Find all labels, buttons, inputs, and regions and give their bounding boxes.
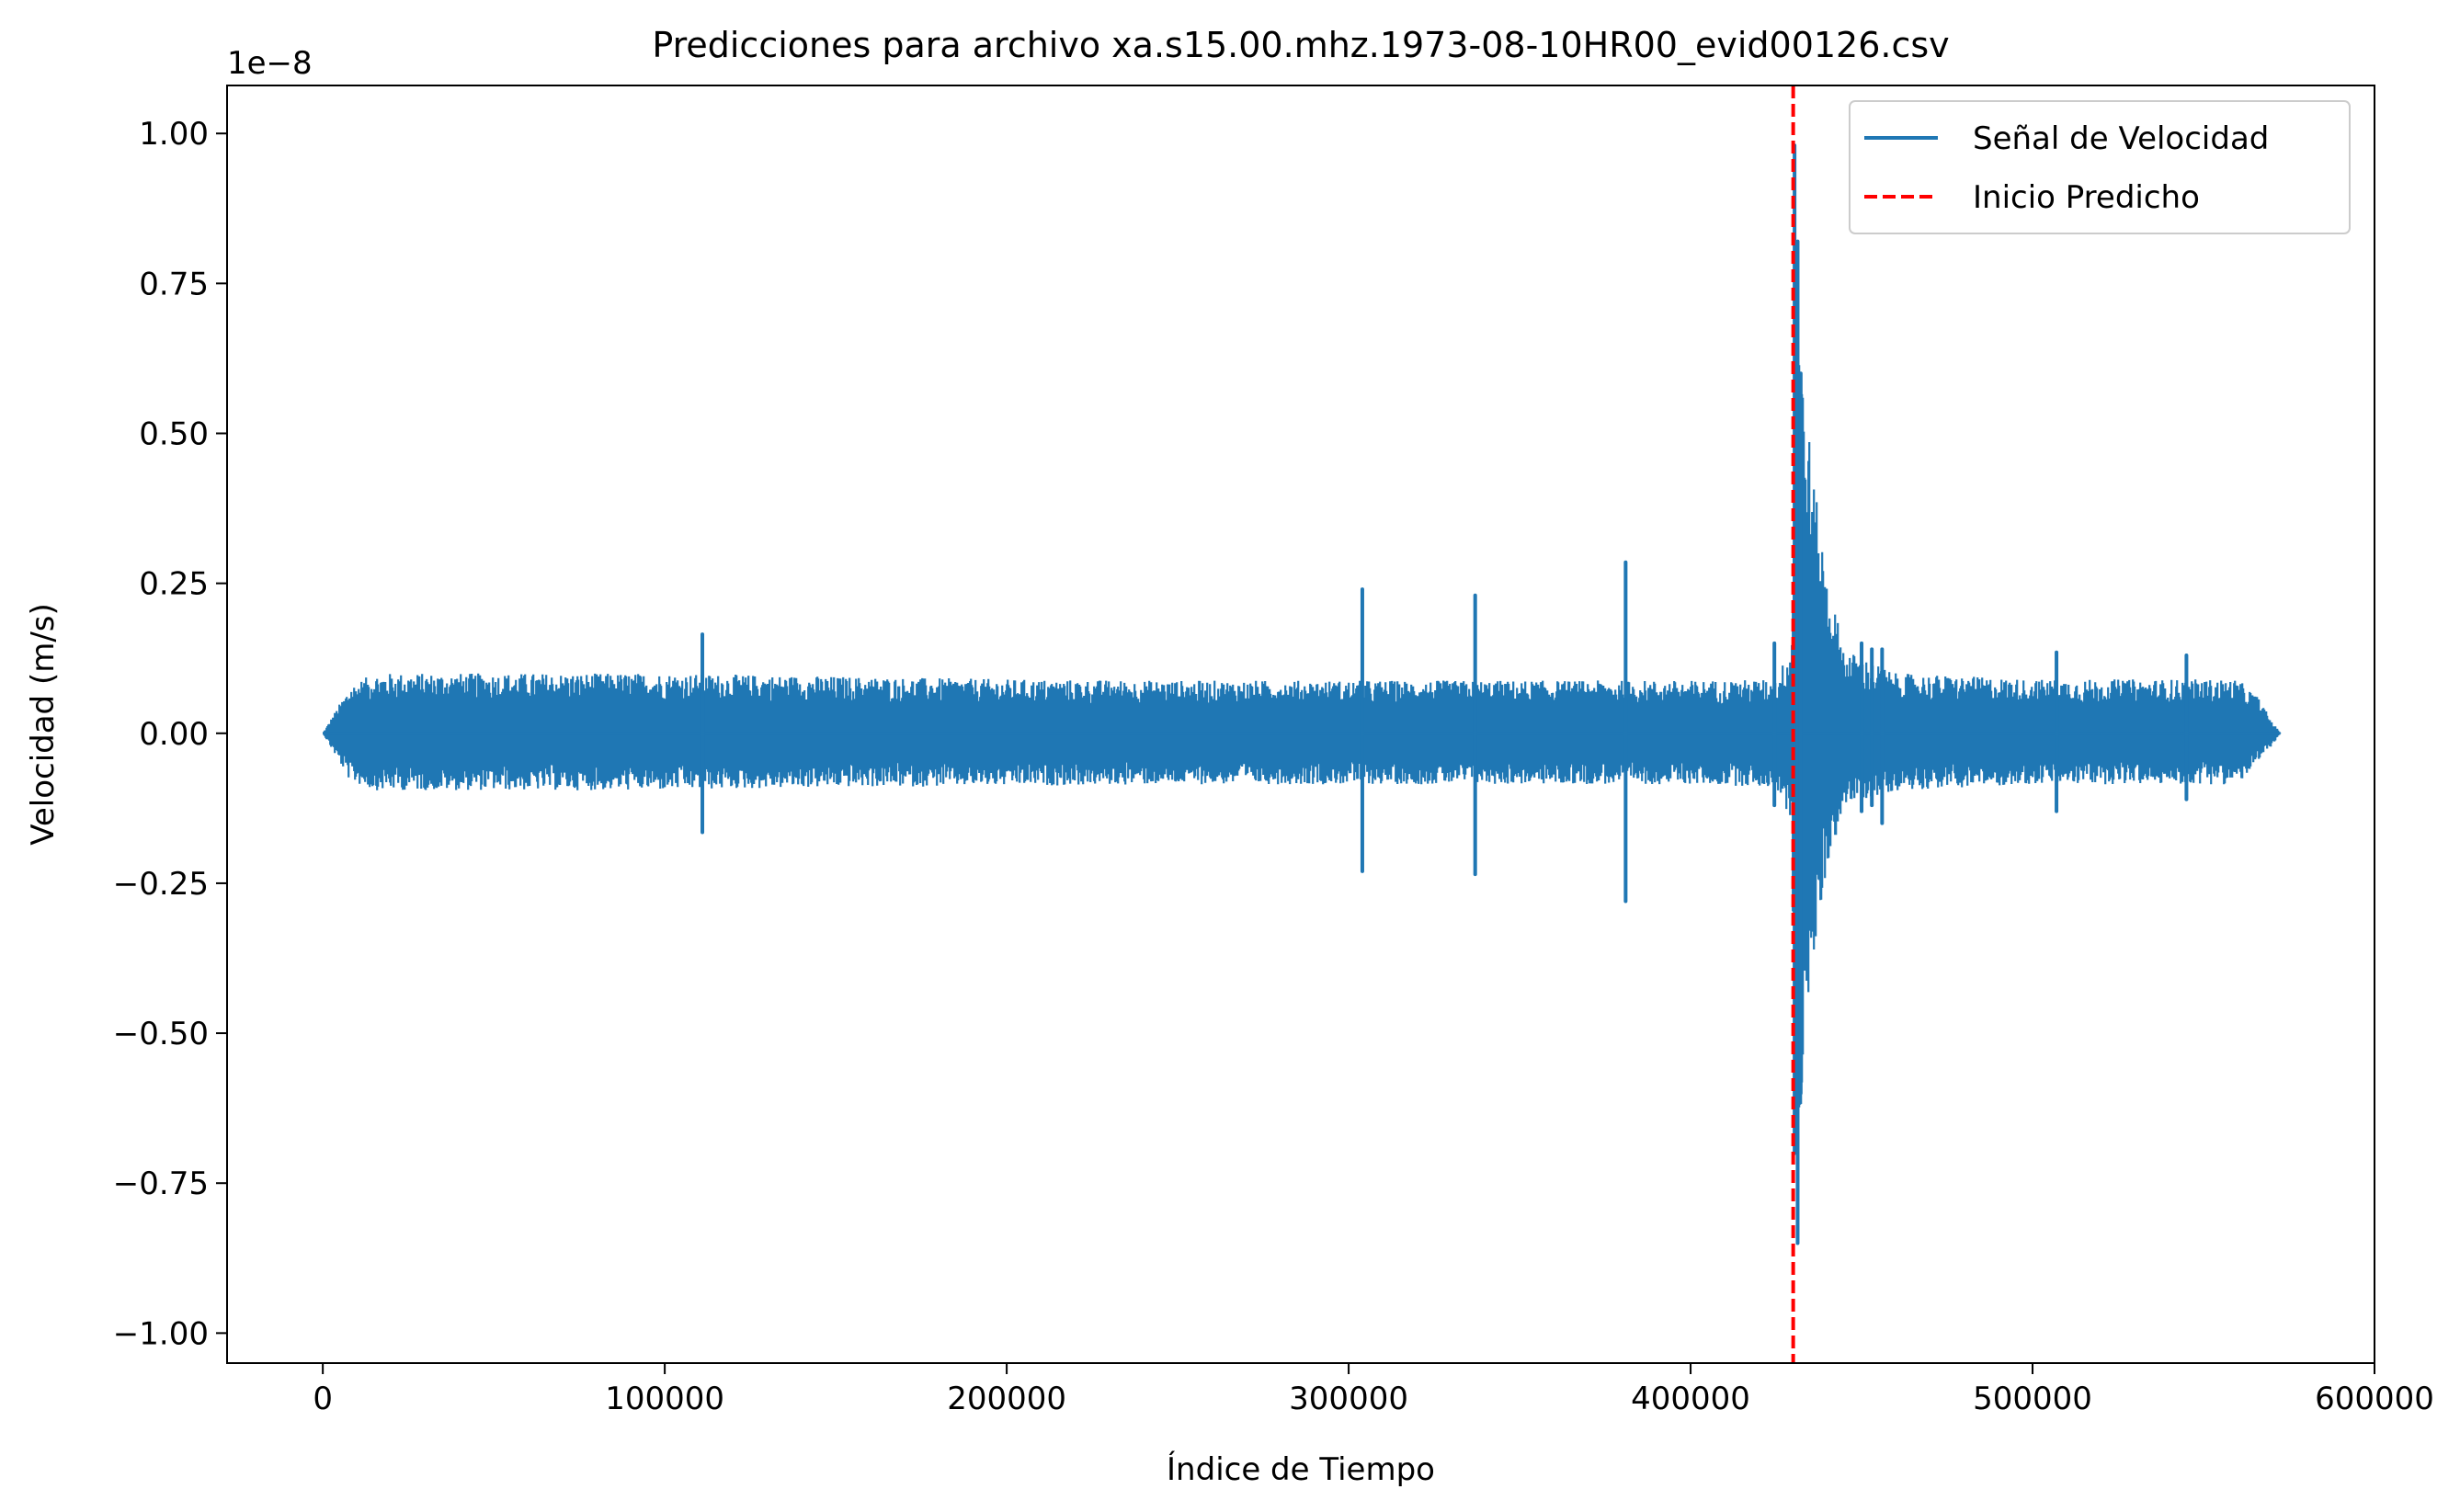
- y-tick-label: 1.00: [139, 116, 209, 153]
- legend-label-signal: Señal de Velocidad: [1973, 120, 2269, 157]
- y-axis-label: Velocidad (m/s): [25, 603, 62, 846]
- x-axis-ticks: 0 100000 200000 300000 400000 500000 600000: [313, 1363, 2434, 1417]
- x-tick-label: 300000: [1289, 1381, 1408, 1417]
- legend-label-predicted-start: Inicio Predicho: [1973, 179, 2200, 216]
- y-tick-label: 0.50: [139, 415, 209, 452]
- x-tick-label: 100000: [605, 1381, 724, 1417]
- y-tick-label: −0.75: [113, 1165, 209, 1202]
- y-axis-offset-label: 1e−8: [227, 45, 313, 82]
- y-axis-ticks: 1.00 0.75 0.50 0.25 0.00 −0.25 −0.50 −0.75 −1.00: [113, 116, 227, 1352]
- x-tick-label: 500000: [1973, 1381, 2092, 1417]
- y-tick-label: 0.00: [139, 716, 209, 753]
- legend: Señal de Velocidad Inicio Predicho: [1849, 100, 2351, 234]
- y-tick-label: 0.75: [139, 266, 209, 302]
- x-tick-label: 400000: [1631, 1381, 1750, 1417]
- y-tick-label: −0.50: [113, 1016, 209, 1052]
- velocity-signal-layer: [323, 143, 2282, 1245]
- chart-title: Predicciones para archivo xa.s15.00.mhz.…: [652, 25, 1949, 65]
- x-tick-label: 0: [313, 1381, 333, 1417]
- axes-frame: [226, 85, 2375, 1364]
- x-axis-label: Índice de Tiempo: [1167, 1450, 1435, 1488]
- y-tick-label: 0.25: [139, 566, 209, 603]
- y-tick-label: −0.25: [113, 866, 209, 903]
- legend-box: [1849, 100, 2351, 234]
- y-tick-label: −1.00: [113, 1315, 209, 1352]
- velocity-signal-band: [323, 364, 2282, 1193]
- x-tick-label: 600000: [2315, 1381, 2434, 1417]
- x-tick-label: 200000: [947, 1381, 1066, 1417]
